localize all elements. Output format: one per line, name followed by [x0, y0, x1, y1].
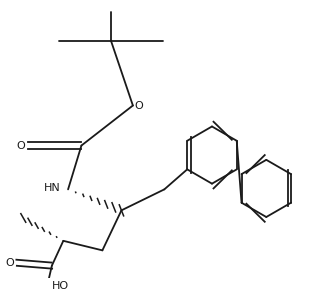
- Text: O: O: [16, 141, 25, 150]
- Text: HO: HO: [52, 281, 69, 291]
- Text: O: O: [134, 100, 143, 111]
- Text: O: O: [5, 258, 14, 268]
- Text: HN: HN: [44, 183, 60, 194]
